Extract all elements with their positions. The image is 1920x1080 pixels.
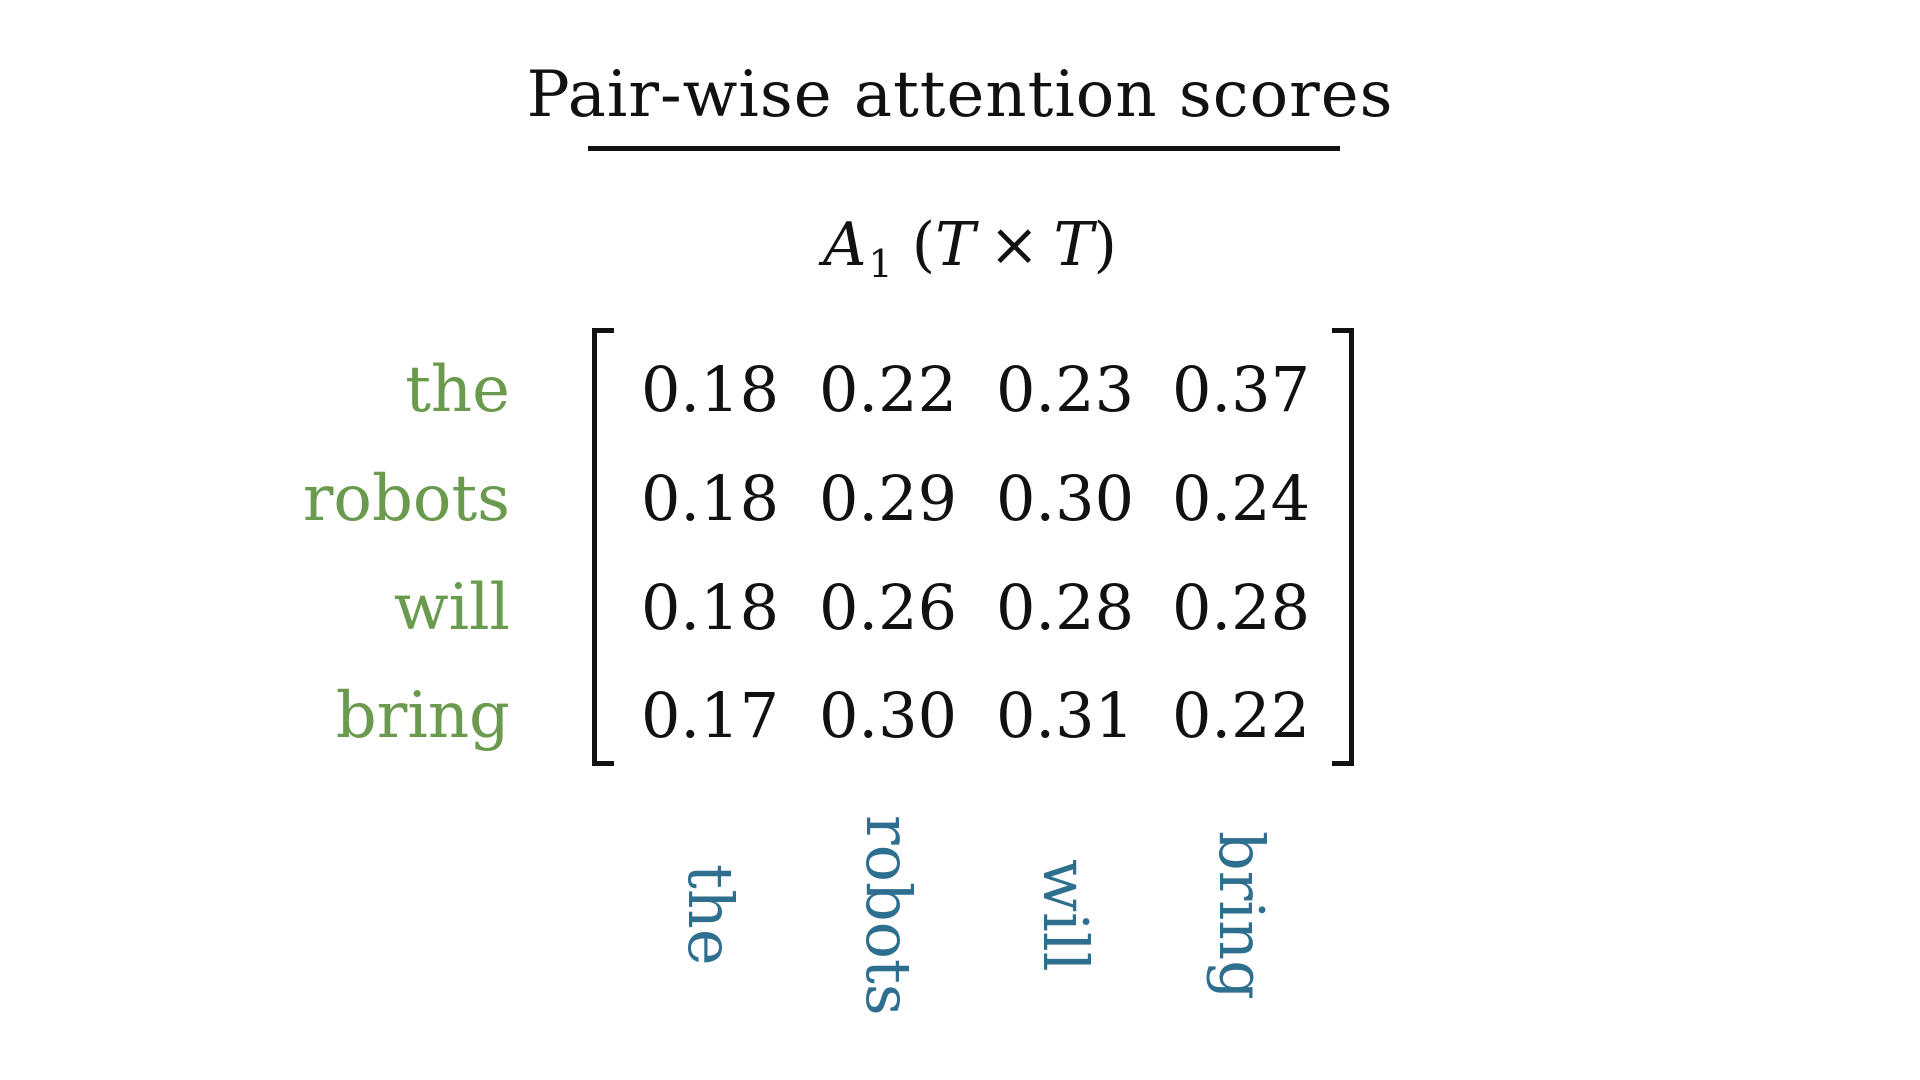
col-label-robots: robots [852,814,925,1016]
matrix-dim-b: T [1053,210,1094,280]
matrix-cell: 0.30 [995,462,1135,535]
title-underline [588,146,1340,151]
col-label-bring: bring [1205,830,1278,1000]
matrix-right-bracket [1332,328,1354,766]
row-label-will: will [393,571,510,645]
diagram-title: Pair-wise attention scores [526,58,1394,132]
row-label-robots: robots [302,462,510,536]
matrix-cell: 0.18 [640,571,780,644]
matrix-name: A [823,210,867,280]
col-label-bring-wrap: bring [1201,800,1281,1030]
matrix-left-bracket [592,328,614,766]
matrix-cell: 0.28 [995,571,1135,644]
matrix-subscript: 1 [868,242,893,286]
matrix-dim-a: T [935,210,976,280]
row-label-the: the [405,353,510,427]
row-label-bring: bring [335,679,510,753]
col-label-will-wrap: will [1025,800,1105,1030]
col-label-will: will [1029,858,1102,972]
col-label-the: the [674,864,747,966]
matrix-cell: 0.18 [640,462,780,535]
col-label-robots-wrap: robots [848,800,928,1030]
matrix-cell: 0.22 [818,353,958,426]
matrix-cell: 0.28 [1171,571,1311,644]
matrix-cell: 0.29 [818,462,958,535]
matrix-cell: 0.37 [1171,353,1311,426]
matrix-cell: 0.23 [995,353,1135,426]
matrix-cell: 0.18 [640,353,780,426]
matrix-cell: 0.22 [1171,679,1311,752]
matrix-close-paren: ) [1093,210,1117,280]
matrix-cell: 0.17 [640,679,780,752]
matrix-cell: 0.30 [818,679,958,752]
matrix-open-paren: ( [911,210,936,280]
col-label-the-wrap: the [670,800,750,1030]
matrix-cell: 0.31 [995,679,1135,752]
matrix-cell: 0.24 [1171,462,1311,535]
matrix-label: A1 (T × T) [0,208,1920,301]
matrix-times-symbol: × [989,210,1040,280]
matrix-cell: 0.26 [818,571,958,644]
